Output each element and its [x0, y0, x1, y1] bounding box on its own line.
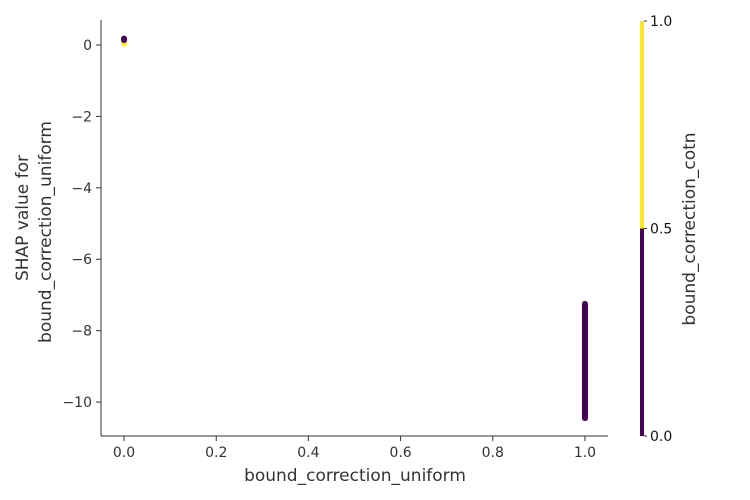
x-axis-label: bound_correction_uniform: [244, 466, 466, 486]
x-tick-label: 0.8: [482, 445, 504, 461]
colorbar-tick-label: 1.0: [650, 14, 672, 30]
x-axis: 0.0 0.2 0.4 0.6 0.8 1.0: [101, 435, 608, 461]
y-tick-label: −8: [71, 324, 92, 340]
y-tick-label: 0: [83, 38, 92, 54]
y-axis-label-line1: SHAP value for: [13, 155, 33, 281]
scatter-point: [121, 36, 128, 43]
y-tick-label: −4: [71, 181, 92, 197]
y-axis-label-line2: bound_correction_uniform: [36, 121, 56, 343]
colorbar: 0.0 0.5 1.0: [640, 14, 672, 445]
colorbar-tick-label: 0.0: [650, 429, 672, 445]
y-tick-label: −6: [71, 252, 92, 268]
y-axis: 0 −2 −4 −6 −8 −10: [62, 20, 102, 436]
x-tick-label: 0.4: [297, 445, 319, 461]
x-tick-label: 0.2: [205, 445, 227, 461]
x-tick-label: 0.0: [113, 445, 135, 461]
y-tick-label: −10: [62, 395, 92, 411]
plot-area: [121, 35, 588, 422]
x-tick-label: 0.6: [389, 445, 411, 461]
colorbar-tick-label: 0.5: [650, 222, 672, 238]
y-tick-label: −2: [71, 109, 92, 125]
colorbar-label: bound_correction_cotn: [680, 132, 700, 325]
x-tick-label: 1.0: [574, 445, 596, 461]
